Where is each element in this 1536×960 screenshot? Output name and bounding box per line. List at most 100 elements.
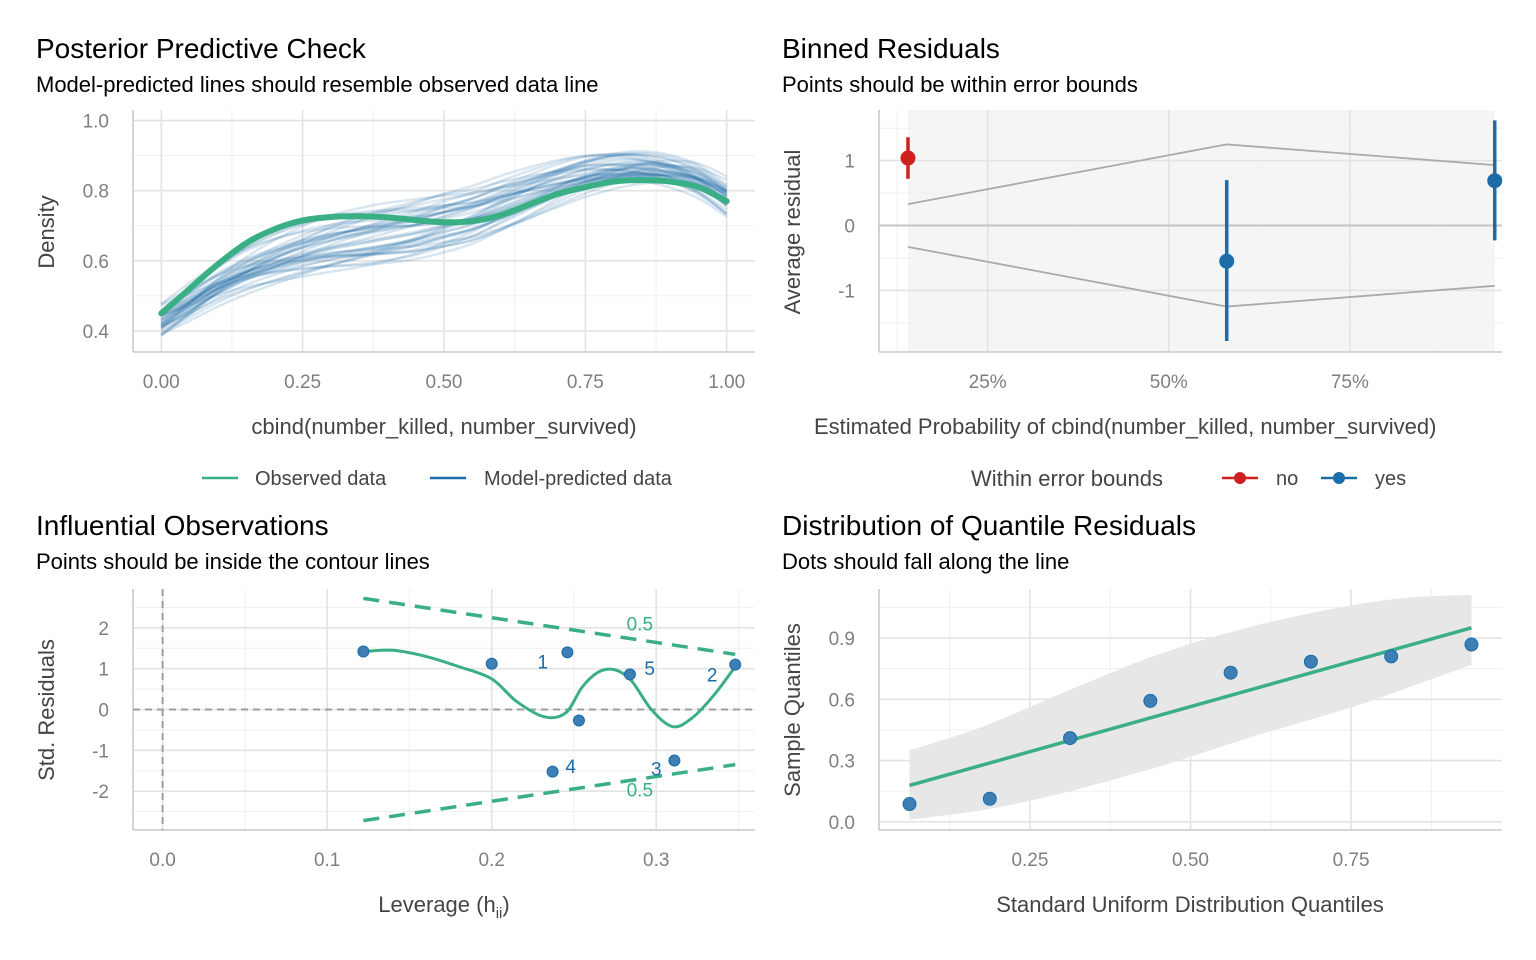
influential-point [623,668,636,681]
ppc-predicted-line [160,159,728,330]
ppc-predicted-line [160,150,728,315]
qq-point [1464,637,1479,652]
ppc-predicted-line [160,172,728,321]
influential-contour-line [363,762,736,823]
influential-point [485,657,498,670]
qq-x-tick-label: 0.75 [1333,850,1370,871]
ppc-subtitle: Model-predicted lines should resemble ob… [36,72,599,97]
influential-x-tick-label: 0.0 [149,850,175,871]
ppc-predicted-line [160,171,728,332]
influential-point [729,658,742,671]
ppc-y-axis-label: Density [34,195,59,268]
ppc-predicted-line [160,162,728,306]
influential-y-tick-label: 2 [98,619,109,640]
qq-y-tick-label: 0.3 [829,752,855,773]
influential-panel: Influential Observations Points should b… [34,510,755,922]
binned-x-axis-label: Estimated Probability of cbind(number_ki… [814,414,1436,439]
ppc-predicted-line [160,173,728,330]
influential-point-label: 5 [644,659,655,680]
ppc-predicted-line [160,171,728,315]
influential-point [668,754,681,767]
legend-no-label: no [1276,468,1298,490]
ppc-predicted-line [160,163,728,329]
ppc-predicted-line [160,174,728,337]
qq-point [1223,665,1238,680]
ppc-predicted-line [160,171,728,321]
influential-y-tick-label: -2 [92,782,109,803]
influential-contour-label: 0.5 [627,781,653,802]
binned-upper-bound [907,143,1495,205]
ppc-title: Posterior Predictive Check [36,33,367,64]
qq-point [1303,654,1318,669]
ppc-legend: Observed data Model-predicted data [202,468,673,490]
qq-y-axis-label: Sample Quantiles [780,623,805,797]
ppc-y-tick-label: 0.4 [83,322,110,343]
ppc-predicted-line [160,169,728,334]
ppc-x-tick-label: 0.75 [567,372,604,393]
qq-x-tick-label: 0.25 [1011,850,1048,871]
qq-point [982,791,997,806]
qq-title: Distribution of Quantile Residuals [782,510,1196,541]
influential-subtitle: Points should be inside the contour line… [36,549,430,574]
binned-legend-title: Within error bounds [971,466,1163,491]
ppc-predicted-line [160,173,728,318]
ppc-predicted-line [160,162,728,307]
ppc-predicted-line [160,163,728,328]
ppc-predicted-line [160,168,728,324]
qq-plot-area: 0.25 0.50 0.75 0.0 0.3 0.6 0.9 [829,589,1502,871]
influential-y-tick-label: -1 [92,741,109,762]
qq-x-tick-label: 0.50 [1172,850,1209,871]
influential-x-tick-label: 0.2 [479,850,505,871]
ppc-predicted-line [160,172,728,324]
legend-no-dot [1234,472,1246,484]
qq-point [1063,731,1078,746]
qq-x-axis-label: Standard Uniform Distribution Quantiles [996,892,1384,917]
binned-subtitle: Points should be within error bounds [782,72,1138,97]
influential-smooth-line [363,648,737,729]
binned-y-tick-label: 0 [844,216,855,237]
ppc-predicted-line [160,164,728,327]
influential-x-axis-label: Leverage (hii) [378,892,509,922]
ppc-predicted-line [160,159,728,317]
ppc-y-tick-label: 0.6 [83,252,109,273]
influential-y-axis-label: Std. Residuals [34,639,59,781]
influential-point-label: 2 [707,665,718,686]
ppc-predicted-line [160,173,728,318]
influential-y-tick-label: 0 [98,701,109,722]
qq-y-tick-label: 0.0 [829,813,855,834]
binned-point [1487,173,1503,189]
ppc-plot-area: 0.00 0.25 0.50 0.75 1.00 0.4 0.6 0.8 1.0 [83,110,755,393]
influential-title: Influential Observations [36,510,329,541]
binned-title: Binned Residuals [782,33,1000,64]
binned-point [900,150,916,166]
ppc-predicted-line [160,167,728,337]
influential-x-tick-label: 0.3 [643,850,669,871]
influential-point-label: 1 [537,652,548,673]
influential-contour-line [363,596,736,657]
ppc-y-tick-label: 1.0 [83,112,109,133]
influential-point-label: 3 [651,759,662,780]
ppc-predicted-line [160,153,728,328]
influential-point [561,646,574,659]
legend-yes-dot [1333,472,1345,484]
ppc-y-tick-label: 0.8 [83,182,109,203]
ppc-predicted-line [160,162,728,317]
ppc-predicted-line [160,157,728,315]
qq-y-tick-label: 0.9 [829,629,855,650]
binned-x-tick-label: 50% [1150,372,1188,393]
binned-point [1219,253,1235,269]
influential-contour-label: 0.5 [627,615,653,636]
ppc-predicted-line [160,151,728,315]
influential-y-tick-label: 1 [98,660,109,681]
qq-subtitle: Dots should fall along the line [782,549,1069,574]
binned-bounds-region [907,110,1495,352]
influential-point [572,714,585,727]
qq-point [1384,649,1399,664]
binned-plot-area: 25% 50% 75% -1 0 1 [838,110,1503,393]
ppc-predicted-line [160,167,728,325]
ppc-predicted-line [160,162,728,336]
binned-panel: Binned Residuals Points should be within… [780,33,1503,491]
influential-plot-area: 0.0 0.1 0.2 0.3 -2 -1 0 1 2 0.5 0.5 1 5 2 4 3 [92,589,755,871]
ppc-x-tick-label: 1.00 [708,372,745,393]
